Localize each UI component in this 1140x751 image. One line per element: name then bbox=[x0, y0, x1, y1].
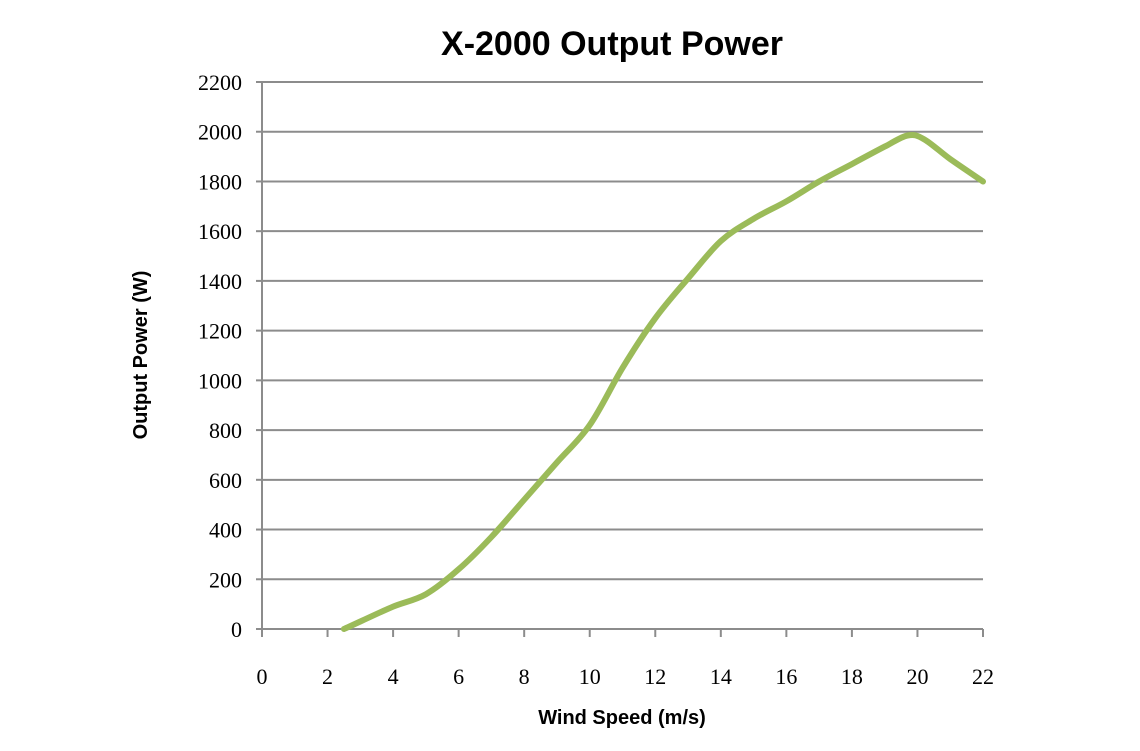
x-tick-label: 4 bbox=[388, 664, 399, 689]
x-tick-label: 18 bbox=[841, 664, 863, 689]
y-tick-label: 1800 bbox=[198, 169, 242, 194]
x-tick-label: 16 bbox=[775, 664, 797, 689]
axes bbox=[256, 81, 984, 637]
y-tick-label: 1600 bbox=[198, 219, 242, 244]
y-tick-label: 600 bbox=[209, 468, 242, 493]
x-tick-label: 8 bbox=[519, 664, 530, 689]
x-axis-title: Wind Speed (m/s) bbox=[538, 707, 706, 729]
x-tick-label: 10 bbox=[579, 664, 601, 689]
x-tick-label: 20 bbox=[906, 664, 928, 689]
y-tick-label: 400 bbox=[209, 518, 242, 543]
x-tick-label: 6 bbox=[453, 664, 464, 689]
x-tick-label: 2 bbox=[322, 664, 333, 689]
series-line-output-power bbox=[340, 131, 986, 632]
y-tick-label: 800 bbox=[209, 418, 242, 443]
x-tick-label: 22 bbox=[972, 664, 994, 689]
y-tick-label: 0 bbox=[231, 617, 242, 642]
gridlines bbox=[262, 81, 983, 581]
x-tick-labels: 0 2 4 6 8 10 12 14 16 18 20 22 bbox=[257, 664, 995, 689]
x-tick-label: 12 bbox=[644, 664, 666, 689]
x-tick-label: 0 bbox=[257, 664, 268, 689]
y-tick-label: 1000 bbox=[198, 368, 242, 393]
y-tick-label: 1400 bbox=[198, 269, 242, 294]
chart-title: X-2000 Output Power bbox=[441, 25, 783, 63]
y-tick-label: 200 bbox=[209, 567, 242, 592]
y-tick-labels: 0 200 400 600 800 1000 1200 1400 1600 1800 2000 220… bbox=[198, 70, 242, 642]
y-tick-label: 2200 bbox=[198, 70, 242, 95]
y-tick-label: 1200 bbox=[198, 319, 242, 344]
y-tick-label: 2000 bbox=[198, 120, 242, 145]
y-axis-title: Output Power (W) bbox=[130, 271, 152, 440]
x-tick-label: 14 bbox=[710, 664, 732, 689]
series-layer bbox=[340, 131, 986, 632]
